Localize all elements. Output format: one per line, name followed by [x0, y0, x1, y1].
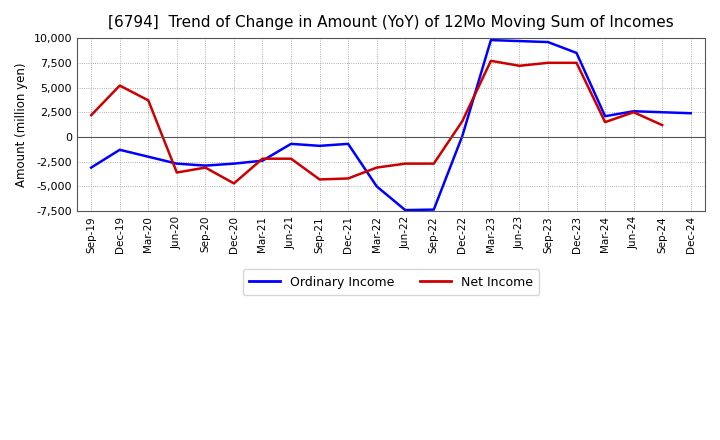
- Net Income: [544, 60, 552, 66]
- Title: [6794]  Trend of Change in Amount (YoY) of 12Mo Moving Sum of Incomes: [6794] Trend of Change in Amount (YoY) o…: [108, 15, 674, 30]
- Ordinary Income: [458, 133, 467, 139]
- Ordinary Income: [258, 158, 267, 163]
- Net Income: [287, 156, 295, 161]
- Ordinary Income: [429, 207, 438, 212]
- Ordinary Income: [487, 37, 495, 43]
- Net Income: [115, 83, 124, 88]
- Net Income: [144, 98, 153, 103]
- Ordinary Income: [201, 163, 210, 168]
- Net Income: [201, 165, 210, 170]
- Ordinary Income: [401, 207, 410, 213]
- Ordinary Income: [600, 114, 609, 119]
- Net Income: [572, 60, 581, 66]
- Net Income: [429, 161, 438, 166]
- Net Income: [372, 165, 381, 170]
- Net Income: [401, 161, 410, 166]
- Line: Net Income: Net Income: [91, 61, 662, 183]
- Ordinary Income: [658, 110, 667, 115]
- Net Income: [258, 156, 267, 161]
- Net Income: [600, 120, 609, 125]
- Net Income: [658, 122, 667, 128]
- Ordinary Income: [686, 110, 695, 116]
- Net Income: [87, 113, 96, 118]
- Ordinary Income: [173, 161, 181, 166]
- Net Income: [230, 181, 238, 186]
- Net Income: [315, 177, 324, 182]
- Net Income: [515, 63, 523, 69]
- Net Income: [458, 118, 467, 124]
- Ordinary Income: [315, 143, 324, 148]
- Ordinary Income: [572, 50, 581, 55]
- Line: Ordinary Income: Ordinary Income: [91, 40, 690, 210]
- Ordinary Income: [115, 147, 124, 152]
- Ordinary Income: [344, 141, 353, 147]
- Ordinary Income: [144, 154, 153, 159]
- Ordinary Income: [629, 109, 638, 114]
- Net Income: [344, 176, 353, 181]
- Ordinary Income: [372, 184, 381, 189]
- Ordinary Income: [87, 165, 96, 170]
- Ordinary Income: [230, 161, 238, 166]
- Ordinary Income: [515, 38, 523, 44]
- Ordinary Income: [544, 40, 552, 45]
- Ordinary Income: [287, 141, 295, 147]
- Net Income: [173, 170, 181, 175]
- Y-axis label: Amount (million yen): Amount (million yen): [15, 62, 28, 187]
- Net Income: [629, 110, 638, 115]
- Legend: Ordinary Income, Net Income: Ordinary Income, Net Income: [243, 269, 539, 295]
- Net Income: [487, 58, 495, 63]
